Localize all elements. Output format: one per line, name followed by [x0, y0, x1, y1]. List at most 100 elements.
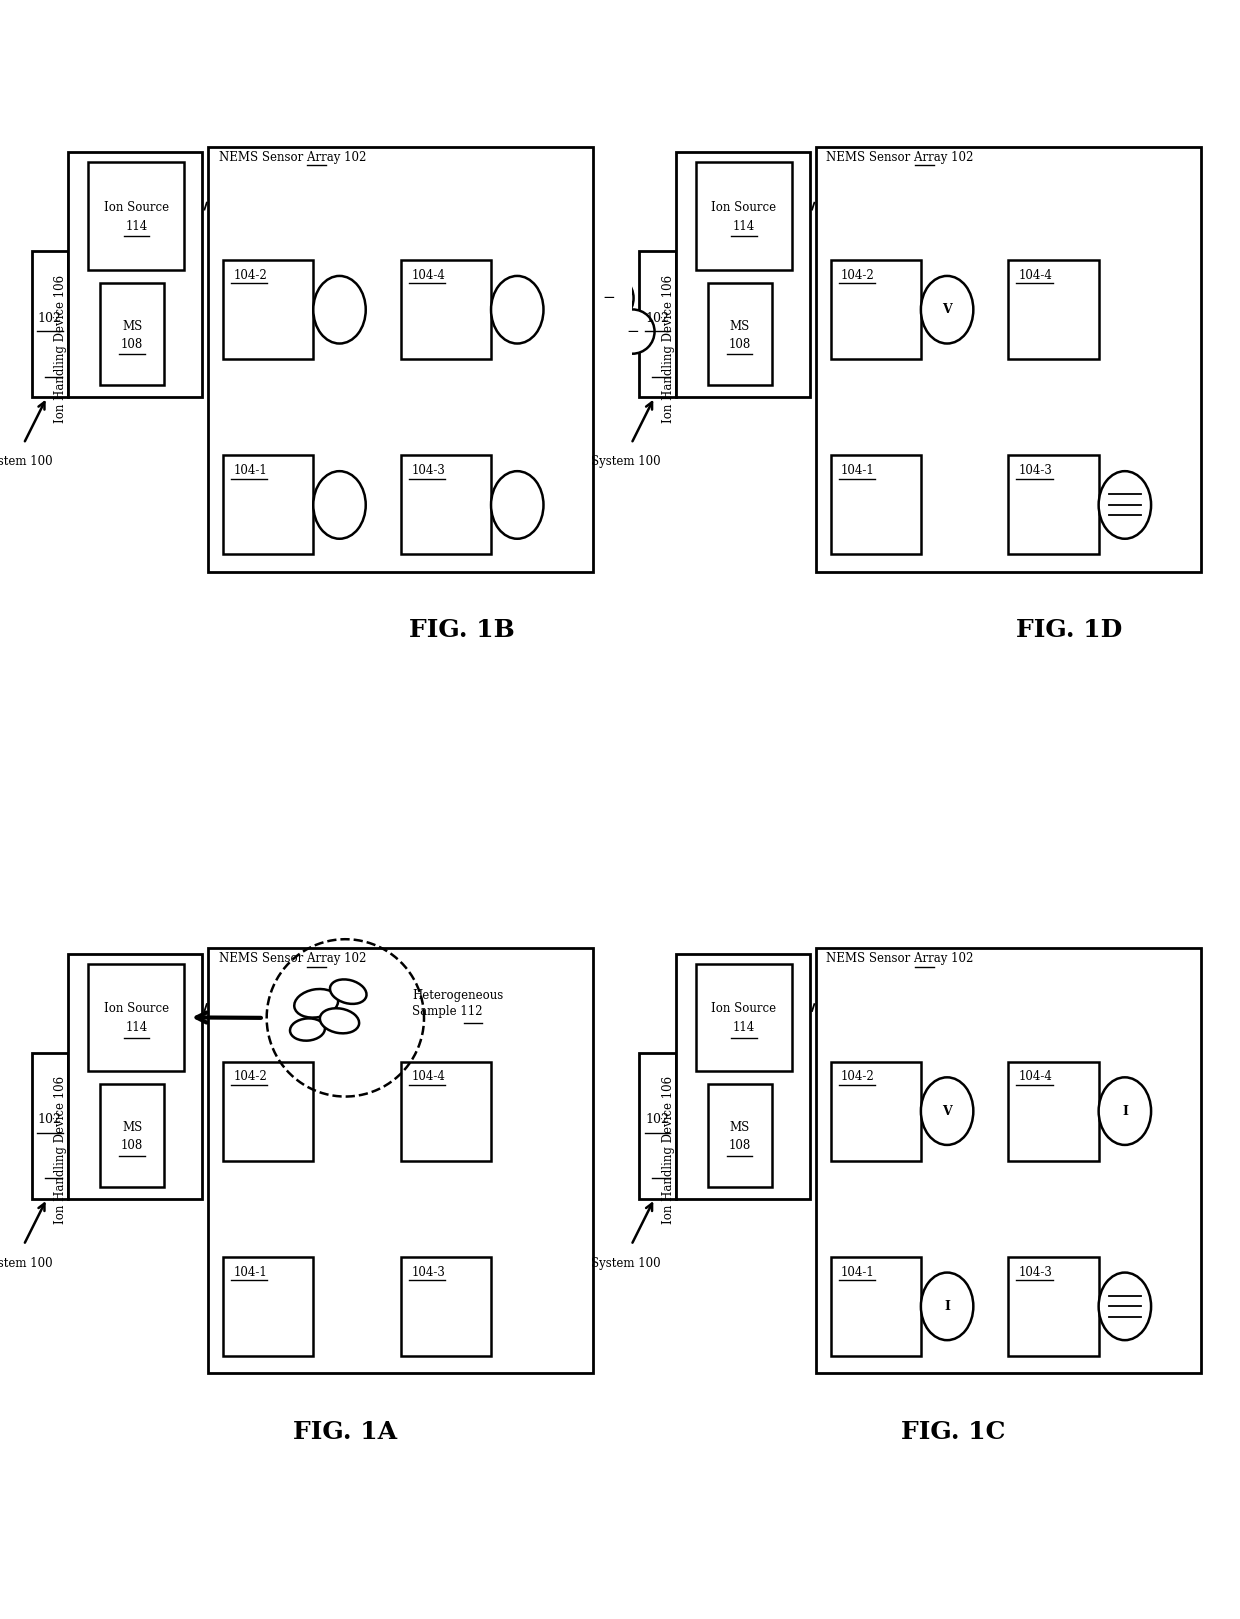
Bar [1008, 1062, 1099, 1161]
Bar [208, 949, 593, 1373]
Ellipse shape [320, 1009, 360, 1033]
Text: MS: MS [729, 321, 750, 334]
Text: System 100: System 100 [0, 1256, 52, 1269]
Bar [223, 261, 314, 359]
Text: 104-4: 104-4 [412, 269, 445, 282]
Bar [696, 162, 792, 270]
Text: I: I [1122, 1104, 1128, 1117]
Text: Ion Source: Ion Source [104, 1002, 169, 1015]
Bar [676, 954, 810, 1198]
Text: 114: 114 [733, 220, 755, 233]
Ellipse shape [921, 1273, 973, 1341]
Bar [676, 152, 810, 397]
Text: Ion Source: Ion Source [712, 1002, 776, 1015]
Text: MS: MS [122, 321, 143, 334]
Text: 104-2: 104-2 [841, 269, 874, 282]
Bar [816, 949, 1200, 1373]
Text: FIG. 1D: FIG. 1D [1017, 618, 1122, 643]
Bar [208, 147, 593, 572]
Text: 108: 108 [729, 1140, 750, 1153]
Text: FIG. 1A: FIG. 1A [294, 1420, 397, 1444]
Bar [68, 954, 202, 1198]
Ellipse shape [921, 1077, 973, 1145]
Text: 104-3: 104-3 [1019, 1266, 1053, 1279]
Bar [223, 1062, 314, 1161]
Bar [640, 251, 676, 397]
Text: System 100: System 100 [590, 455, 660, 468]
Bar [401, 1062, 491, 1161]
Ellipse shape [610, 309, 655, 353]
Text: 114: 114 [733, 1022, 755, 1035]
Bar [831, 1256, 921, 1355]
Text: FIG. 1C: FIG. 1C [900, 1420, 1006, 1444]
Bar [88, 963, 185, 1072]
Bar [100, 283, 164, 385]
Text: Ion Source: Ion Source [104, 201, 169, 214]
Text: 104-2: 104-2 [233, 269, 267, 282]
Bar [401, 261, 491, 359]
Bar [223, 455, 314, 554]
Ellipse shape [921, 275, 973, 343]
Text: 108: 108 [122, 338, 143, 351]
Text: 102: 102 [38, 1114, 62, 1127]
Ellipse shape [491, 471, 543, 539]
Text: 108: 108 [729, 338, 750, 351]
Text: 104-1: 104-1 [233, 1266, 267, 1279]
Bar [32, 1052, 68, 1198]
Bar [1008, 455, 1099, 554]
Text: 102: 102 [646, 312, 670, 325]
Text: 104-1: 104-1 [841, 465, 874, 478]
Bar [1008, 261, 1099, 359]
Bar [401, 1256, 491, 1355]
Text: 104-3: 104-3 [412, 1266, 445, 1279]
Ellipse shape [290, 1018, 325, 1041]
Ellipse shape [330, 979, 367, 1004]
Bar [88, 162, 185, 270]
Text: 104-4: 104-4 [1019, 269, 1053, 282]
Text: FIG. 1B: FIG. 1B [409, 618, 515, 643]
Bar [68, 152, 202, 397]
Text: NEMS Sensor Array 102: NEMS Sensor Array 102 [219, 952, 366, 965]
Text: 104-3: 104-3 [1019, 465, 1053, 478]
Bar [696, 963, 792, 1072]
Text: −: − [626, 324, 639, 338]
Text: 114: 114 [125, 220, 148, 233]
Ellipse shape [1099, 471, 1151, 539]
Ellipse shape [294, 989, 339, 1018]
Text: Ion Handling Device 106: Ion Handling Device 106 [662, 275, 675, 423]
Text: Heterogeneous
Sample 112: Heterogeneous Sample 112 [413, 989, 503, 1018]
Text: −: − [603, 291, 615, 304]
Text: 104-2: 104-2 [233, 1070, 267, 1083]
Bar [831, 1062, 921, 1161]
Text: Ion Handling Device 106: Ion Handling Device 106 [55, 1077, 67, 1224]
Text: Ion Source: Ion Source [712, 201, 776, 214]
Bar [401, 455, 491, 554]
Text: NEMS Sensor Array 102: NEMS Sensor Array 102 [219, 151, 366, 164]
Text: 104-2: 104-2 [841, 1070, 874, 1083]
Text: 104-4: 104-4 [412, 1070, 445, 1083]
Text: NEMS Sensor Array 102: NEMS Sensor Array 102 [827, 952, 973, 965]
Bar [708, 1085, 771, 1187]
Ellipse shape [491, 275, 543, 343]
Text: Ion Handling Device 106: Ion Handling Device 106 [55, 275, 67, 423]
Bar [640, 1052, 676, 1198]
Text: 102: 102 [38, 312, 62, 325]
Bar [100, 1085, 164, 1187]
Text: 104-1: 104-1 [233, 465, 267, 478]
Bar [708, 283, 771, 385]
Ellipse shape [314, 275, 366, 343]
Text: 104-3: 104-3 [412, 465, 445, 478]
Text: MS: MS [122, 1122, 143, 1135]
Ellipse shape [1099, 1077, 1151, 1145]
Text: V: V [942, 1104, 952, 1117]
Text: 108: 108 [122, 1140, 143, 1153]
Text: System 100: System 100 [0, 455, 52, 468]
Text: 102: 102 [646, 1114, 670, 1127]
Bar [831, 455, 921, 554]
Bar [816, 147, 1200, 572]
Text: NEMS Sensor Array 102: NEMS Sensor Array 102 [827, 151, 973, 164]
Text: 104-1: 104-1 [841, 1266, 874, 1279]
Bar [831, 261, 921, 359]
Ellipse shape [314, 471, 366, 539]
Text: MS: MS [729, 1122, 750, 1135]
